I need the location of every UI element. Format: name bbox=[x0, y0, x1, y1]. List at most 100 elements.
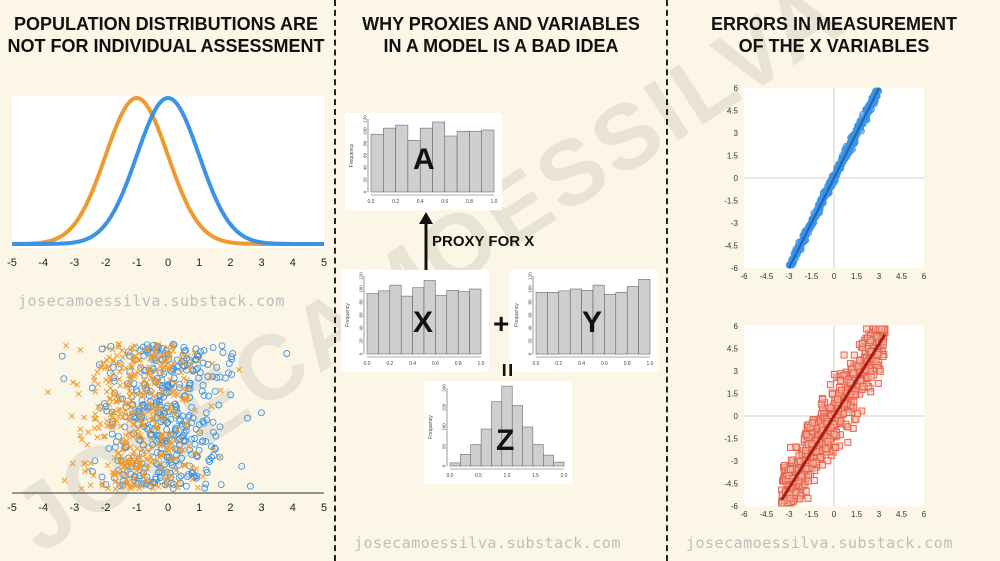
strip-point-187 bbox=[200, 391, 208, 399]
strip-x-tick-0: -5 bbox=[7, 502, 17, 514]
strip-chart: -5 -4 -3 -2 -1 0 1 2 3 4 5 bbox=[7, 340, 327, 514]
strip-point-733 bbox=[168, 363, 175, 369]
strip-point-818 bbox=[103, 344, 110, 351]
strip-point-710 bbox=[114, 362, 121, 368]
strip-point-680 bbox=[174, 392, 181, 398]
hist_Y-y-tick-4: 80 bbox=[528, 299, 533, 305]
strip-point-483 bbox=[127, 444, 134, 450]
strip-point-773 bbox=[131, 356, 138, 362]
strip-point-541 bbox=[146, 428, 153, 435]
strip-point-501 bbox=[166, 390, 172, 397]
strip-point-727 bbox=[142, 476, 149, 483]
strip-point-782 bbox=[185, 443, 192, 450]
scatter_red-point-240 bbox=[810, 476, 818, 484]
strip-point-469 bbox=[178, 369, 184, 376]
strip-point-605 bbox=[139, 437, 146, 444]
strip-point-289 bbox=[152, 473, 160, 481]
hist_Z-bar-8 bbox=[532, 444, 544, 467]
hist-label-x: X bbox=[413, 306, 434, 339]
strip-point-522 bbox=[165, 407, 172, 413]
strip-point-492 bbox=[164, 448, 170, 455]
strip-point-316 bbox=[228, 370, 236, 378]
hist_Z-bar-7 bbox=[522, 426, 534, 467]
hist_A-y-tick-4: 80 bbox=[363, 140, 368, 146]
strip-point-431 bbox=[122, 471, 129, 477]
strip-point-534 bbox=[87, 460, 94, 467]
strip-point-678 bbox=[154, 357, 161, 364]
strip-point-456 bbox=[171, 446, 178, 453]
scatter_blue-y-tick-1: 4.5 bbox=[727, 107, 739, 116]
strip-point-692 bbox=[93, 415, 100, 422]
strip-point-792 bbox=[117, 396, 124, 403]
strip-point-118 bbox=[191, 435, 199, 442]
hist_Y-x-tick-5: 1.0 bbox=[647, 361, 654, 367]
strip-point-460 bbox=[148, 444, 155, 451]
credit-right: josecamoessilva.substack.com bbox=[686, 534, 953, 552]
proxy-label: PROXY FOR X bbox=[432, 233, 535, 250]
strip-point-507 bbox=[170, 341, 177, 348]
hist_Y-bar-2 bbox=[558, 290, 571, 355]
strip-point-561 bbox=[130, 421, 137, 428]
scatter_red-point-662 bbox=[856, 357, 864, 365]
scatter_red-point-503 bbox=[792, 443, 800, 451]
strip-point-722 bbox=[167, 376, 174, 383]
strip-point-279 bbox=[88, 384, 96, 392]
strip-point-674 bbox=[157, 363, 164, 370]
hist_Y-x-tick-3: 0.6 bbox=[601, 361, 608, 367]
hist-label-z: Z bbox=[496, 424, 515, 457]
strip-point-74 bbox=[211, 444, 219, 452]
strip-point-751 bbox=[141, 346, 148, 353]
scatter_blue-y-tick-6: -3 bbox=[731, 219, 739, 228]
strip-point-191 bbox=[211, 445, 219, 453]
strip-point-725 bbox=[112, 485, 119, 492]
strip-x-tick-10: 5 bbox=[321, 502, 327, 514]
scatter_red-point-651 bbox=[822, 445, 830, 453]
hist_X-x-tick-3: 0.6 bbox=[432, 361, 439, 367]
strip-point-582 bbox=[210, 447, 217, 454]
hist_A-bar-2 bbox=[395, 124, 409, 193]
strip-point-329 bbox=[138, 449, 146, 457]
strip-point-816 bbox=[125, 413, 132, 420]
strip-point-724 bbox=[176, 446, 183, 453]
strip-point-449 bbox=[187, 366, 194, 373]
strip-point-363 bbox=[105, 444, 113, 452]
strip-point-524 bbox=[170, 359, 177, 366]
strip-point-666 bbox=[148, 417, 155, 424]
credit-left: josecamoessilva.substack.com bbox=[18, 292, 285, 310]
strip-point-261 bbox=[283, 350, 291, 357]
strip-point-628 bbox=[107, 395, 114, 402]
strip-point-839 bbox=[102, 364, 108, 371]
hist_A-x-tick-5: 1.0 bbox=[491, 199, 498, 205]
strip-point-637 bbox=[78, 485, 85, 492]
hist_A-bar-6 bbox=[444, 135, 458, 193]
scatter_red-point-554 bbox=[874, 379, 882, 387]
scatter_blue-y-tick-4: 0 bbox=[734, 174, 739, 183]
strip-point-789 bbox=[157, 452, 164, 459]
strip-point-549 bbox=[122, 408, 129, 415]
strip-point-439 bbox=[152, 407, 159, 414]
hist_X-bar-1 bbox=[378, 290, 391, 355]
strip-point-296 bbox=[216, 373, 224, 381]
scatter_red-x-tick-4: 0 bbox=[832, 510, 837, 519]
scatter_red-point-647 bbox=[811, 467, 819, 475]
strip-point-777 bbox=[209, 360, 216, 367]
strip-point-322 bbox=[137, 437, 144, 444]
strip-point-442 bbox=[106, 354, 113, 361]
strip-point-131 bbox=[200, 347, 208, 354]
scatter_red-point-498 bbox=[844, 423, 852, 431]
hist_Z-bar-10 bbox=[553, 461, 565, 467]
strip-point-781 bbox=[129, 457, 136, 464]
strip-point-478 bbox=[137, 356, 144, 363]
strip-point-709 bbox=[99, 482, 106, 489]
hist_A-y-tick-2: 40 bbox=[363, 165, 368, 171]
histogram-y: Frequency 0 20 40 60 80 100 120 0.0 0.2 0.4 0.6 0.8 1… bbox=[514, 272, 654, 367]
scatter_blue-x-tick-7: 4.5 bbox=[896, 272, 908, 281]
strip-point-791 bbox=[90, 472, 97, 479]
strip-point-217 bbox=[138, 396, 146, 404]
strip-point-780 bbox=[122, 463, 129, 469]
strip-point-339 bbox=[169, 340, 177, 348]
hist_X-y-tick-1: 20 bbox=[359, 338, 364, 344]
strip-point-430 bbox=[194, 451, 201, 458]
strip-point-444 bbox=[167, 401, 174, 408]
equals-symbol: = bbox=[493, 362, 521, 378]
